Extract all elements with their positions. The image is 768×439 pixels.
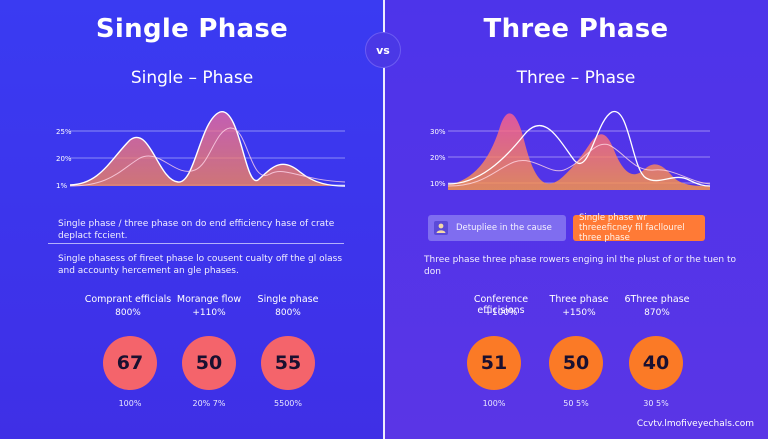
single-phase-title: Single Phase [95, 14, 289, 44]
metric-circle: 50 [549, 336, 603, 390]
single-phase-wave-chart: 25% 20% 1% [56, 111, 346, 190]
y-tick-label: 1% [56, 182, 67, 190]
metric-label: Morange flow [176, 294, 242, 305]
three-phase-wave-chart: 30% 20% 10% [430, 111, 711, 190]
watermark-url: Ccvtv.lmofiveyechals.com [636, 419, 754, 429]
metric-value: +110% [192, 308, 226, 318]
metric-label: Comprant efficials [84, 294, 172, 305]
metric-label: Three phase [549, 294, 609, 305]
single-phase-subtitle: Single – Phase [130, 68, 254, 88]
metric-circle: 40 [629, 336, 683, 390]
single-phase-panel: Single Phase Single – Phase 25% 20% 1% S… [0, 0, 384, 439]
divider-line [48, 243, 344, 244]
metric-label: Conference efficisions [473, 294, 529, 316]
metric-circle: 55 [261, 336, 315, 390]
feature-button-label: Detupliee in the cause [456, 223, 552, 233]
metric-value: +150% [562, 308, 596, 318]
metric-value: 800% [115, 308, 141, 318]
y-tick-label: 20% [430, 154, 446, 162]
metric-circle: 67 [103, 336, 157, 390]
metric-label: Single phase [257, 294, 319, 305]
y-tick-label: 25% [56, 128, 72, 136]
center-divider [383, 0, 385, 439]
metric-circle: 50 [182, 336, 236, 390]
vs-badge: vs [365, 32, 401, 68]
metric-circle: 51 [467, 336, 521, 390]
metric-footnote: 30 5% [643, 399, 669, 408]
single-phase-detail: Single phasess of fireet phase lo cousen… [58, 254, 343, 276]
metric-footnote: 5500% [274, 399, 302, 408]
metric-footnote: 20% 7% [192, 399, 226, 408]
metric-value: 870% [644, 308, 670, 318]
metric-value: +100% [484, 308, 518, 318]
y-tick-label: 30% [430, 128, 446, 136]
metric-footnote: 100% [482, 399, 506, 408]
user-icon [434, 221, 448, 235]
highlight-button[interactable]: Single phase wr threeeficney fil facllou… [573, 213, 705, 243]
three-phase-panel: Three Phase Three – Phase 30% 20% 10% De… [384, 0, 768, 439]
y-tick-label: 20% [56, 155, 72, 163]
y-tick-label: 10% [430, 180, 446, 188]
metric-label: 6Three phase [624, 294, 690, 305]
metric-footnote: 50 5% [563, 399, 589, 408]
feature-button[interactable]: Detupliee in the cause [428, 215, 566, 241]
three-phase-title: Three Phase [483, 14, 669, 44]
three-phase-subtitle: Three – Phase [516, 68, 636, 88]
three-phase-description: Three phase three phase rowers enging in… [424, 255, 737, 277]
single-phase-description: Single phase / three phase on do end eff… [58, 219, 335, 241]
metric-value: 800% [275, 308, 301, 318]
metric-footnote: 100% [118, 399, 142, 408]
